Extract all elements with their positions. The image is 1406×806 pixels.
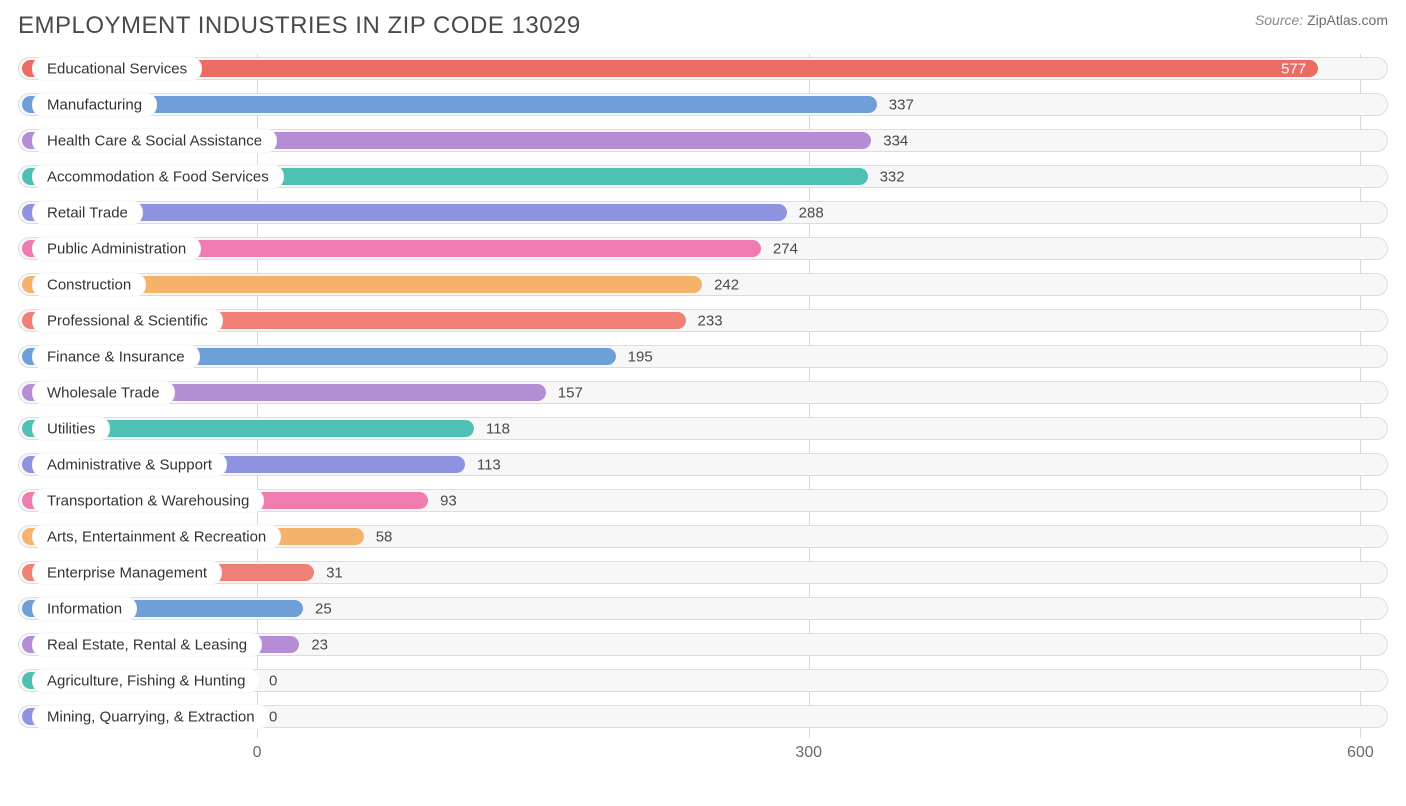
bar-row: Arts, Entertainment & Recreation 58 <box>18 522 1388 551</box>
bar-value: 25 <box>315 600 332 617</box>
bar-value: 118 <box>486 420 510 437</box>
bar-value: 113 <box>477 456 501 473</box>
source-text: ZipAtlas.com <box>1307 12 1388 28</box>
bar-value: 332 <box>880 168 905 185</box>
chart-header: EMPLOYMENT INDUSTRIES IN ZIP CODE 13029 … <box>18 12 1388 40</box>
bar-label: Construction <box>32 272 146 298</box>
bar-value: 337 <box>889 96 914 113</box>
axis-tick-label: 600 <box>1347 744 1374 762</box>
bar-value: 233 <box>698 312 723 329</box>
bar-label: Mining, Quarrying, & Extraction <box>32 704 270 730</box>
bar-row: Accommodation & Food Services 332 <box>18 162 1388 191</box>
bar-label: Wholesale Trade <box>32 380 175 406</box>
bar-label: Agriculture, Fishing & Hunting <box>32 668 260 694</box>
bar-fill <box>22 60 1318 77</box>
bar-label: Manufacturing <box>32 92 157 118</box>
chart-source: Source: ZipAtlas.com <box>1255 12 1388 28</box>
bar-row: Transportation & Warehousing 93 <box>18 486 1388 515</box>
axis-tick-label: 300 <box>795 744 822 762</box>
bar-value: 334 <box>883 132 908 149</box>
bar-label: Transportation & Warehousing <box>32 488 264 514</box>
bar-value: 157 <box>558 384 583 401</box>
bar-rows: Educational Services 577 Manufacturing 337 H… <box>18 54 1388 731</box>
bar-label: Finance & Insurance <box>32 344 200 370</box>
bar-row: Enterprise Management 31 <box>18 558 1388 587</box>
bar-value: 577 <box>1281 60 1306 77</box>
bar-value: 0 <box>269 708 277 725</box>
bar-row: Real Estate, Rental & Leasing 23 <box>18 630 1388 659</box>
bar-value: 0 <box>269 672 277 689</box>
bar-row: Information 25 <box>18 594 1388 623</box>
bar-value: 242 <box>714 276 739 293</box>
bar-row: Administrative & Support 113 <box>18 450 1388 479</box>
source-label: Source: <box>1255 12 1303 28</box>
bar-label: Real Estate, Rental & Leasing <box>32 632 262 658</box>
bar-label: Accommodation & Food Services <box>32 164 284 190</box>
axis-tick-label: 0 <box>253 744 262 762</box>
bar-label: Enterprise Management <box>32 560 222 586</box>
bar-value: 58 <box>376 528 393 545</box>
bar-value: 274 <box>773 240 798 257</box>
bar-label: Educational Services <box>32 56 202 82</box>
bar-row: Finance & Insurance 195 <box>18 342 1388 371</box>
bar-value: 93 <box>440 492 457 509</box>
chart-title: EMPLOYMENT INDUSTRIES IN ZIP CODE 13029 <box>18 12 581 40</box>
bar-label: Utilities <box>32 416 110 442</box>
x-axis: 0 300 600 <box>18 742 1388 766</box>
bar-row: Public Administration 274 <box>18 234 1388 263</box>
chart-container: Educational Services 577 Manufacturing 337 H… <box>18 54 1388 766</box>
bar-value: 288 <box>799 204 824 221</box>
bar-label: Information <box>32 596 137 622</box>
bar-label: Administrative & Support <box>32 452 227 478</box>
bar-value: 23 <box>311 636 328 653</box>
bar-label: Public Administration <box>32 236 201 262</box>
bar-row: Educational Services 577 <box>18 54 1388 83</box>
bar-row: Manufacturing 337 <box>18 90 1388 119</box>
bar-row: Mining, Quarrying, & Extraction0 <box>18 702 1388 731</box>
bar-value: 31 <box>326 564 343 581</box>
plot-area: Educational Services 577 Manufacturing 337 H… <box>18 54 1388 738</box>
bar-row: Retail Trade 288 <box>18 198 1388 227</box>
bar-row: Agriculture, Fishing & Hunting 0 <box>18 666 1388 695</box>
bar-label: Retail Trade <box>32 200 143 226</box>
bar-row: Professional & Scientific 233 <box>18 306 1388 335</box>
bar-row: Utilities 118 <box>18 414 1388 443</box>
bar-label: Professional & Scientific <box>32 308 223 334</box>
bar-row: Health Care & Social Assistance 334 <box>18 126 1388 155</box>
bar-label: Health Care & Social Assistance <box>32 128 277 154</box>
bar-row: Wholesale Trade 157 <box>18 378 1388 407</box>
bar-value: 195 <box>628 348 653 365</box>
bar-label: Arts, Entertainment & Recreation <box>32 524 281 550</box>
bar-row: Construction 242 <box>18 270 1388 299</box>
